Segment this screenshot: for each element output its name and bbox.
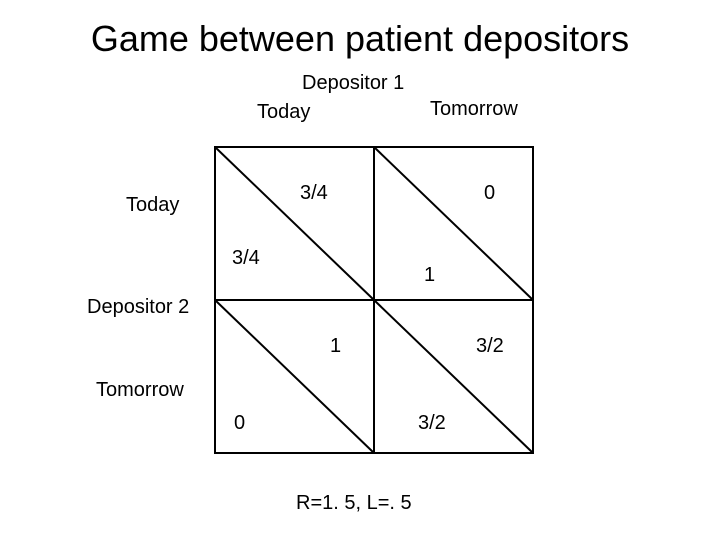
payoff-r1c1-p1: 3/2 <box>476 335 504 358</box>
payoff-r0c1-p1: 0 <box>484 182 495 205</box>
payoff-r0c0-p2: 3/4 <box>232 247 260 270</box>
footnote: R=1. 5, L=. 5 <box>296 492 412 515</box>
payoff-r1c0-p2: 0 <box>234 412 245 435</box>
payoff-grid <box>0 0 720 540</box>
payoff-r0c0-p1: 3/4 <box>300 182 328 205</box>
payoff-r0c1-p2: 1 <box>424 264 435 287</box>
slide: Game between patient depositors Deposito… <box>0 0 720 540</box>
payoff-r1c1-p2: 3/2 <box>418 412 446 435</box>
payoff-r1c0-p1: 1 <box>330 335 341 358</box>
